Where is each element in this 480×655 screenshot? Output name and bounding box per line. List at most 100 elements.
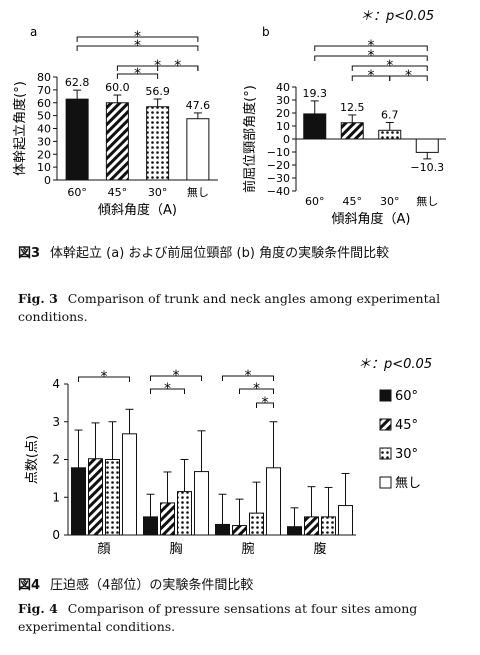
x-tick-label: 30°: [380, 195, 400, 208]
x-tick-label: 無し: [187, 185, 209, 199]
data-label: 62.8: [65, 76, 90, 89]
significance-star: *: [164, 381, 171, 397]
x-tick-label: 無し: [416, 194, 438, 208]
bar-2: [105, 102, 129, 181]
significance-star: *: [245, 368, 252, 384]
x-tick-label: 45°: [343, 195, 363, 208]
figure4-caption-en: Fig. 4 Comparison of pressure sensations …: [18, 600, 468, 636]
x-tick-label: 顔: [97, 542, 110, 557]
legend-swatch-3: [379, 447, 392, 460]
significance-bracket: [78, 376, 130, 382]
x-axis-title: 傾斜角度（A): [98, 202, 177, 218]
significance-bracket: [314, 45, 428, 51]
data-label: 56.9: [145, 85, 170, 98]
bar-3: [146, 106, 170, 181]
significance-star: *: [174, 58, 181, 74]
y-tick-label: −10: [267, 146, 290, 159]
y-tick-label: 0: [44, 174, 51, 187]
y-axis-title: 前屈位頸部角度(°): [242, 85, 258, 193]
significance-bracket: [116, 73, 159, 79]
y-tick-label: 0: [52, 528, 60, 542]
bar-胸-1: [143, 516, 158, 536]
panel-label: b: [262, 25, 270, 39]
bar-腕-4: [266, 467, 281, 536]
data-label: 12.5: [340, 101, 365, 114]
panel-label: a: [30, 25, 37, 39]
x-tick-label: 45°: [108, 186, 128, 199]
data-label: 60.0: [105, 81, 130, 94]
figure3-label-jp: 図3: [18, 246, 41, 261]
y-tick-label: 60: [37, 97, 51, 110]
significance-bracket: [239, 388, 274, 394]
bar-1: [65, 98, 89, 181]
y-tick-label: 20: [37, 148, 51, 161]
figure4-label-jp: 図4: [18, 578, 41, 593]
figure3-text-jp: 体幹起立 (a) および前屈位頸部 (b) 角度の実験条件間比較: [50, 246, 390, 261]
y-tick-label: 0: [283, 133, 290, 146]
bar-顔-1: [71, 467, 86, 536]
bar-4: [186, 118, 210, 181]
bar-胸-3: [177, 491, 192, 536]
legend-swatch-1: [379, 389, 392, 402]
bar-腹-2: [304, 516, 319, 536]
bar-顔-2: [88, 458, 103, 536]
significance-star: *: [253, 381, 260, 397]
significance-bracket: [150, 388, 185, 394]
significance-bracket: [76, 36, 199, 42]
legend-label: 45°: [395, 418, 418, 433]
significance-star: *: [134, 38, 141, 54]
bar-胸-4: [194, 471, 209, 536]
bar-4: [415, 138, 439, 153]
data-label: 19.3: [303, 87, 328, 100]
y-tick-label: 4: [52, 377, 60, 391]
bar-顔-3: [105, 459, 120, 536]
significance-bracket: [150, 375, 202, 381]
x-tick-label: 60°: [305, 195, 325, 208]
bar-腕-1: [215, 523, 230, 536]
y-tick-label: 3: [52, 415, 60, 429]
y-tick-label: 10: [37, 161, 51, 174]
y-tick-label: −40: [267, 185, 290, 198]
y-tick-label: 40: [276, 81, 290, 94]
significance-star: *: [368, 48, 375, 64]
figure3-caption-en: Fig. 3 Comparison of trunk and neck angle…: [18, 290, 468, 326]
y-tick-label: 40: [37, 123, 51, 136]
significance-bracket: [351, 75, 391, 81]
y-tick-label: 20: [276, 107, 290, 120]
bar-顔-4: [122, 433, 137, 536]
chart-pressure-sensation: 01234点数(点)顔胸腕腹* ***** 60°45°30°無し＊：p<0.05: [25, 357, 432, 557]
significance-bracket: [157, 65, 199, 71]
bar-胸-2: [160, 502, 175, 536]
significance-bracket: [76, 45, 199, 51]
significance-bracket: [256, 402, 274, 408]
y-tick-label: 30: [37, 135, 51, 148]
figure4-caption-jp: 図4 圧迫感（4部位）の実験条件間比較: [18, 576, 468, 595]
legend-label: 30°: [395, 447, 418, 462]
significance-bracket: [222, 375, 274, 381]
x-tick-label: 腹: [313, 541, 326, 557]
significance-star: *: [368, 38, 375, 54]
figure4-text-jp: 圧迫感（4部位）の実験条件間比較: [50, 578, 254, 593]
significance-bracket: [351, 65, 428, 71]
x-tick-label: 60°: [67, 186, 87, 199]
bar-腹-1: [287, 526, 302, 536]
significance-star: *: [101, 369, 108, 385]
legend-swatch-2: [379, 418, 392, 431]
y-tick-label: 30: [276, 94, 290, 107]
bar-2: [340, 122, 364, 140]
y-tick-label: 1: [52, 490, 60, 504]
bar-腕-3: [249, 512, 264, 536]
figure4-label-en: Fig. 4: [18, 601, 58, 616]
significance-star: *: [368, 68, 375, 84]
legend-label: 60°: [395, 389, 418, 404]
significance-star: *: [386, 58, 393, 74]
legend-label: 無し: [395, 476, 421, 491]
legend-swatch-4: [379, 476, 392, 489]
y-tick-label: 2: [52, 453, 60, 467]
data-label: −10.3: [410, 161, 444, 174]
significance-note: ＊：p<0.05: [360, 9, 434, 24]
y-tick-label: 50: [37, 110, 51, 123]
